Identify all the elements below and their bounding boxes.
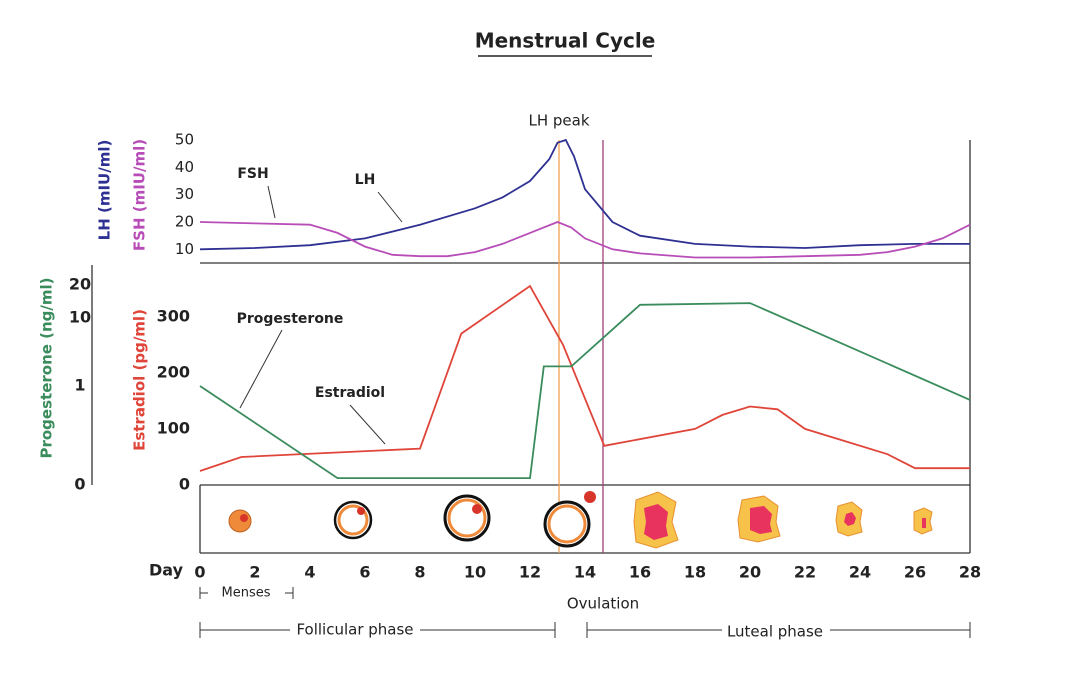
x-tick-label: 8: [414, 563, 425, 582]
x-tick-label: 24: [849, 563, 871, 582]
lh-peak-label: LH peak: [528, 112, 589, 130]
y-tick-label: 100: [157, 418, 190, 437]
leader-lines: [199, 185, 971, 638]
follicle-icons: [228, 491, 933, 549]
x-tick-label: 10: [464, 563, 486, 582]
follicular-label: Follicular phase: [296, 621, 413, 639]
series-label: FSH: [237, 166, 268, 182]
y2-tick-label: 20: [69, 275, 91, 294]
x-tick-label: 18: [684, 563, 706, 582]
y-tick-label: 300: [157, 306, 190, 325]
series-label: LH: [355, 172, 376, 188]
y-tick-label: 40: [175, 158, 194, 176]
x-tick-label: 4: [304, 563, 315, 582]
y2-tick-label: 0: [74, 475, 85, 494]
y2-tick-label: 1: [74, 376, 85, 395]
y-tick-label: 200: [157, 362, 190, 381]
y2-tick-label: 10: [69, 308, 91, 327]
y2-axis-label: Progesterone (ng/ml): [38, 277, 56, 458]
y-axis-label: FSH (mIU/ml): [131, 139, 149, 251]
x-tick-label: 20: [739, 563, 761, 582]
menses-label: Menses: [222, 586, 271, 601]
y-axis-label: LH (mIU/ml): [96, 140, 114, 241]
y-tick-label: 10: [175, 240, 194, 258]
series-label: Estradiol: [315, 385, 385, 401]
luteal-label: Luteal phase: [727, 623, 823, 641]
ovulation-label: Ovulation: [567, 595, 639, 613]
frame: [91, 140, 971, 554]
series-line: [199, 284, 970, 472]
chart-title: Menstrual Cycle: [475, 29, 656, 53]
x-tick-label: 0: [194, 563, 205, 582]
x-tick-label: 28: [959, 563, 981, 582]
y-tick-label: 20: [175, 213, 194, 231]
series-line: [199, 138, 970, 251]
x-axis-label: Day: [149, 561, 184, 580]
x-tick-label: 2: [249, 563, 260, 582]
y-tick-label: 0: [179, 475, 190, 494]
y-tick-label: 30: [175, 185, 194, 203]
y-tick-label: 50: [175, 131, 194, 149]
series-line: [199, 302, 971, 479]
y-axis-label: Estradiol (pg/ml): [131, 309, 149, 451]
x-tick-label: 12: [519, 563, 541, 582]
series-line: [199, 221, 971, 259]
x-tick-label: 26: [904, 563, 926, 582]
x-tick-label: 14: [574, 563, 596, 582]
x-tick-label: 6: [359, 563, 370, 582]
x-tick-label: 22: [794, 563, 816, 582]
x-tick-label: 16: [629, 563, 651, 582]
series-label: Progesterone: [237, 311, 344, 327]
